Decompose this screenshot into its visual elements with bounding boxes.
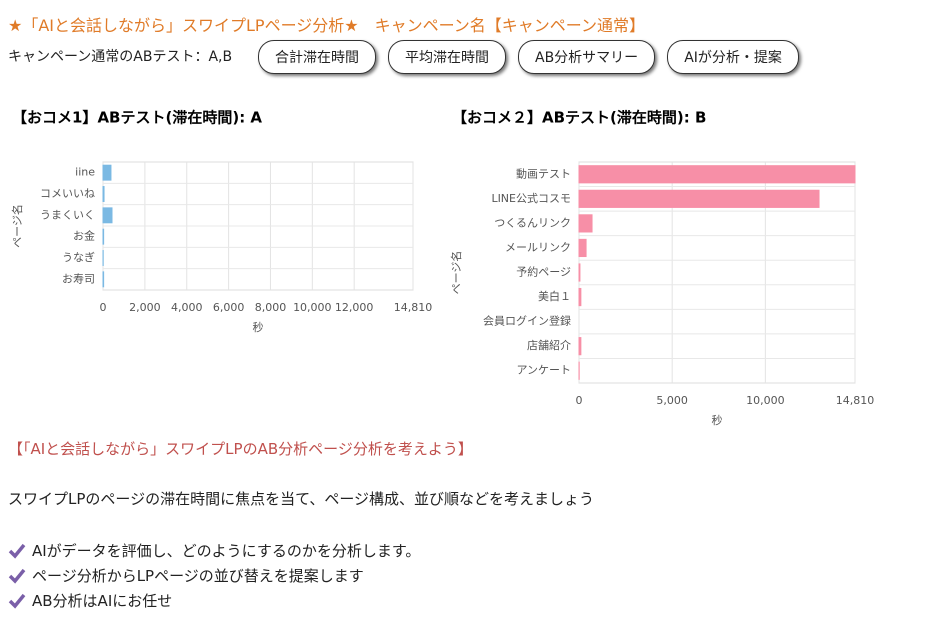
category-label: お金 bbox=[73, 229, 95, 243]
category-label: お寿司 bbox=[62, 271, 95, 285]
bar bbox=[578, 263, 581, 282]
category-label: 予約ページ bbox=[516, 265, 571, 279]
x-tick-label: 14,810 bbox=[394, 301, 433, 314]
category-label: iine bbox=[75, 166, 95, 179]
x-tick-label: 14,810 bbox=[836, 394, 875, 407]
page-title: ★「AIと会話しながら」スワイプLPページ分析★ キャンペーン名【キャンペーン通… bbox=[8, 16, 645, 35]
section-heading: 【「AIと会話しながら」スワイプLPのAB分析ページ分析を考えよう】 bbox=[8, 440, 473, 458]
check-icon bbox=[8, 593, 26, 609]
x-tick-label: 6,000 bbox=[213, 301, 245, 314]
category-label: 動画テスト bbox=[516, 166, 571, 180]
check-item: AB分析はAIにお任せ bbox=[8, 590, 172, 611]
x-tick-label: 5,000 bbox=[656, 394, 688, 407]
bar bbox=[578, 189, 820, 208]
x-tick-label: 10,000 bbox=[746, 394, 785, 407]
x-tick-label: 4,000 bbox=[171, 301, 203, 314]
x-tick-label: 8,000 bbox=[255, 301, 287, 314]
category-label: 会員ログイン登録 bbox=[483, 314, 571, 328]
subtitle: キャンペーン通常のABテスト：A,B bbox=[8, 49, 233, 65]
category-label: アンケート bbox=[516, 364, 571, 377]
x-tick-label: 10,000 bbox=[293, 301, 332, 314]
button[interactable]: AIが分析・提案 bbox=[667, 40, 799, 74]
bar bbox=[102, 164, 112, 181]
category-label: 美白１ bbox=[538, 289, 571, 303]
bar bbox=[578, 337, 582, 356]
check-icon bbox=[8, 543, 26, 559]
paragraph: スワイプLPのページの滞在時間に焦点を当て、ページ構成、並び順などを考えましょう bbox=[8, 490, 595, 508]
x-tick-label: 0 bbox=[576, 394, 583, 407]
charts: 【おコメ1】ABテスト(滞在時間): A 0 2,000 4,000 6,000 8,00… bbox=[10, 109, 875, 428]
category-label: つくるんリンク bbox=[494, 216, 571, 229]
check-text: AB分析はAIにお任せ bbox=[32, 592, 173, 610]
button[interactable]: 平均滞在時間 bbox=[388, 40, 506, 74]
bar bbox=[102, 207, 113, 224]
bar bbox=[578, 287, 582, 307]
check-text: AIがデータを評価し、どのようにするのかを分析します。 bbox=[32, 542, 421, 560]
button[interactable]: AB分析サマリー bbox=[518, 40, 656, 74]
x-tick-label: 0 bbox=[100, 301, 107, 314]
button[interactable]: 合計滞在時間 bbox=[258, 40, 376, 74]
category-label: LINE公式コスモ bbox=[491, 192, 571, 205]
check-item: ページ分析からLPページの並び替えを提案します bbox=[8, 565, 364, 586]
bar bbox=[102, 271, 105, 288]
check-text: ページ分析からLPページの並び替えを提案します bbox=[32, 567, 364, 585]
bar bbox=[578, 238, 587, 258]
category-label: うなぎ bbox=[62, 250, 95, 264]
y-axis-label: ページ名 bbox=[10, 204, 24, 248]
chart-title: 【おコメ２】ABテスト(滞在時間): B bbox=[452, 109, 706, 127]
x-axis-label: 秒 bbox=[253, 320, 264, 334]
bar bbox=[578, 165, 856, 184]
bar bbox=[102, 228, 105, 245]
check-item: AIがデータを評価し、どのようにするのかを分析します。 bbox=[8, 540, 420, 561]
bar bbox=[578, 214, 593, 233]
x-axis-label: 秒 bbox=[712, 413, 723, 427]
category-label: 店舗紹介 bbox=[527, 338, 571, 352]
category-label: うまくいく bbox=[40, 208, 95, 221]
x-tick-label: 2,000 bbox=[129, 301, 161, 314]
check-icon bbox=[8, 568, 26, 584]
button-bar: 合計滞在時間 平均滞在時間 AB分析サマリー AIが分析・提案 bbox=[258, 40, 799, 74]
x-tick-label: 12,000 bbox=[335, 301, 374, 314]
y-axis-label: ページ名 bbox=[449, 251, 463, 295]
chart-title: 【おコメ1】ABテスト(滞在時間): A bbox=[12, 109, 262, 127]
category-label: コメいいね bbox=[40, 187, 95, 200]
bar bbox=[102, 186, 105, 202]
category-label: メールリンク bbox=[505, 241, 571, 254]
